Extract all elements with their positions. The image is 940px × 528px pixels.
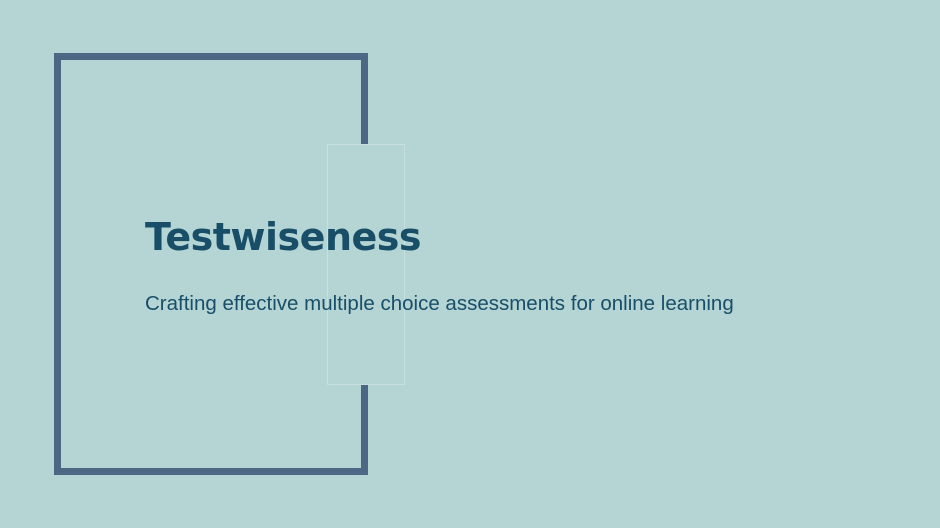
frame-gap-panel bbox=[327, 144, 405, 385]
slide-title: Testwiseness bbox=[145, 215, 422, 259]
slide-subtitle: Crafting effective multiple choice asses… bbox=[145, 292, 734, 315]
decorative-frame bbox=[54, 53, 368, 475]
